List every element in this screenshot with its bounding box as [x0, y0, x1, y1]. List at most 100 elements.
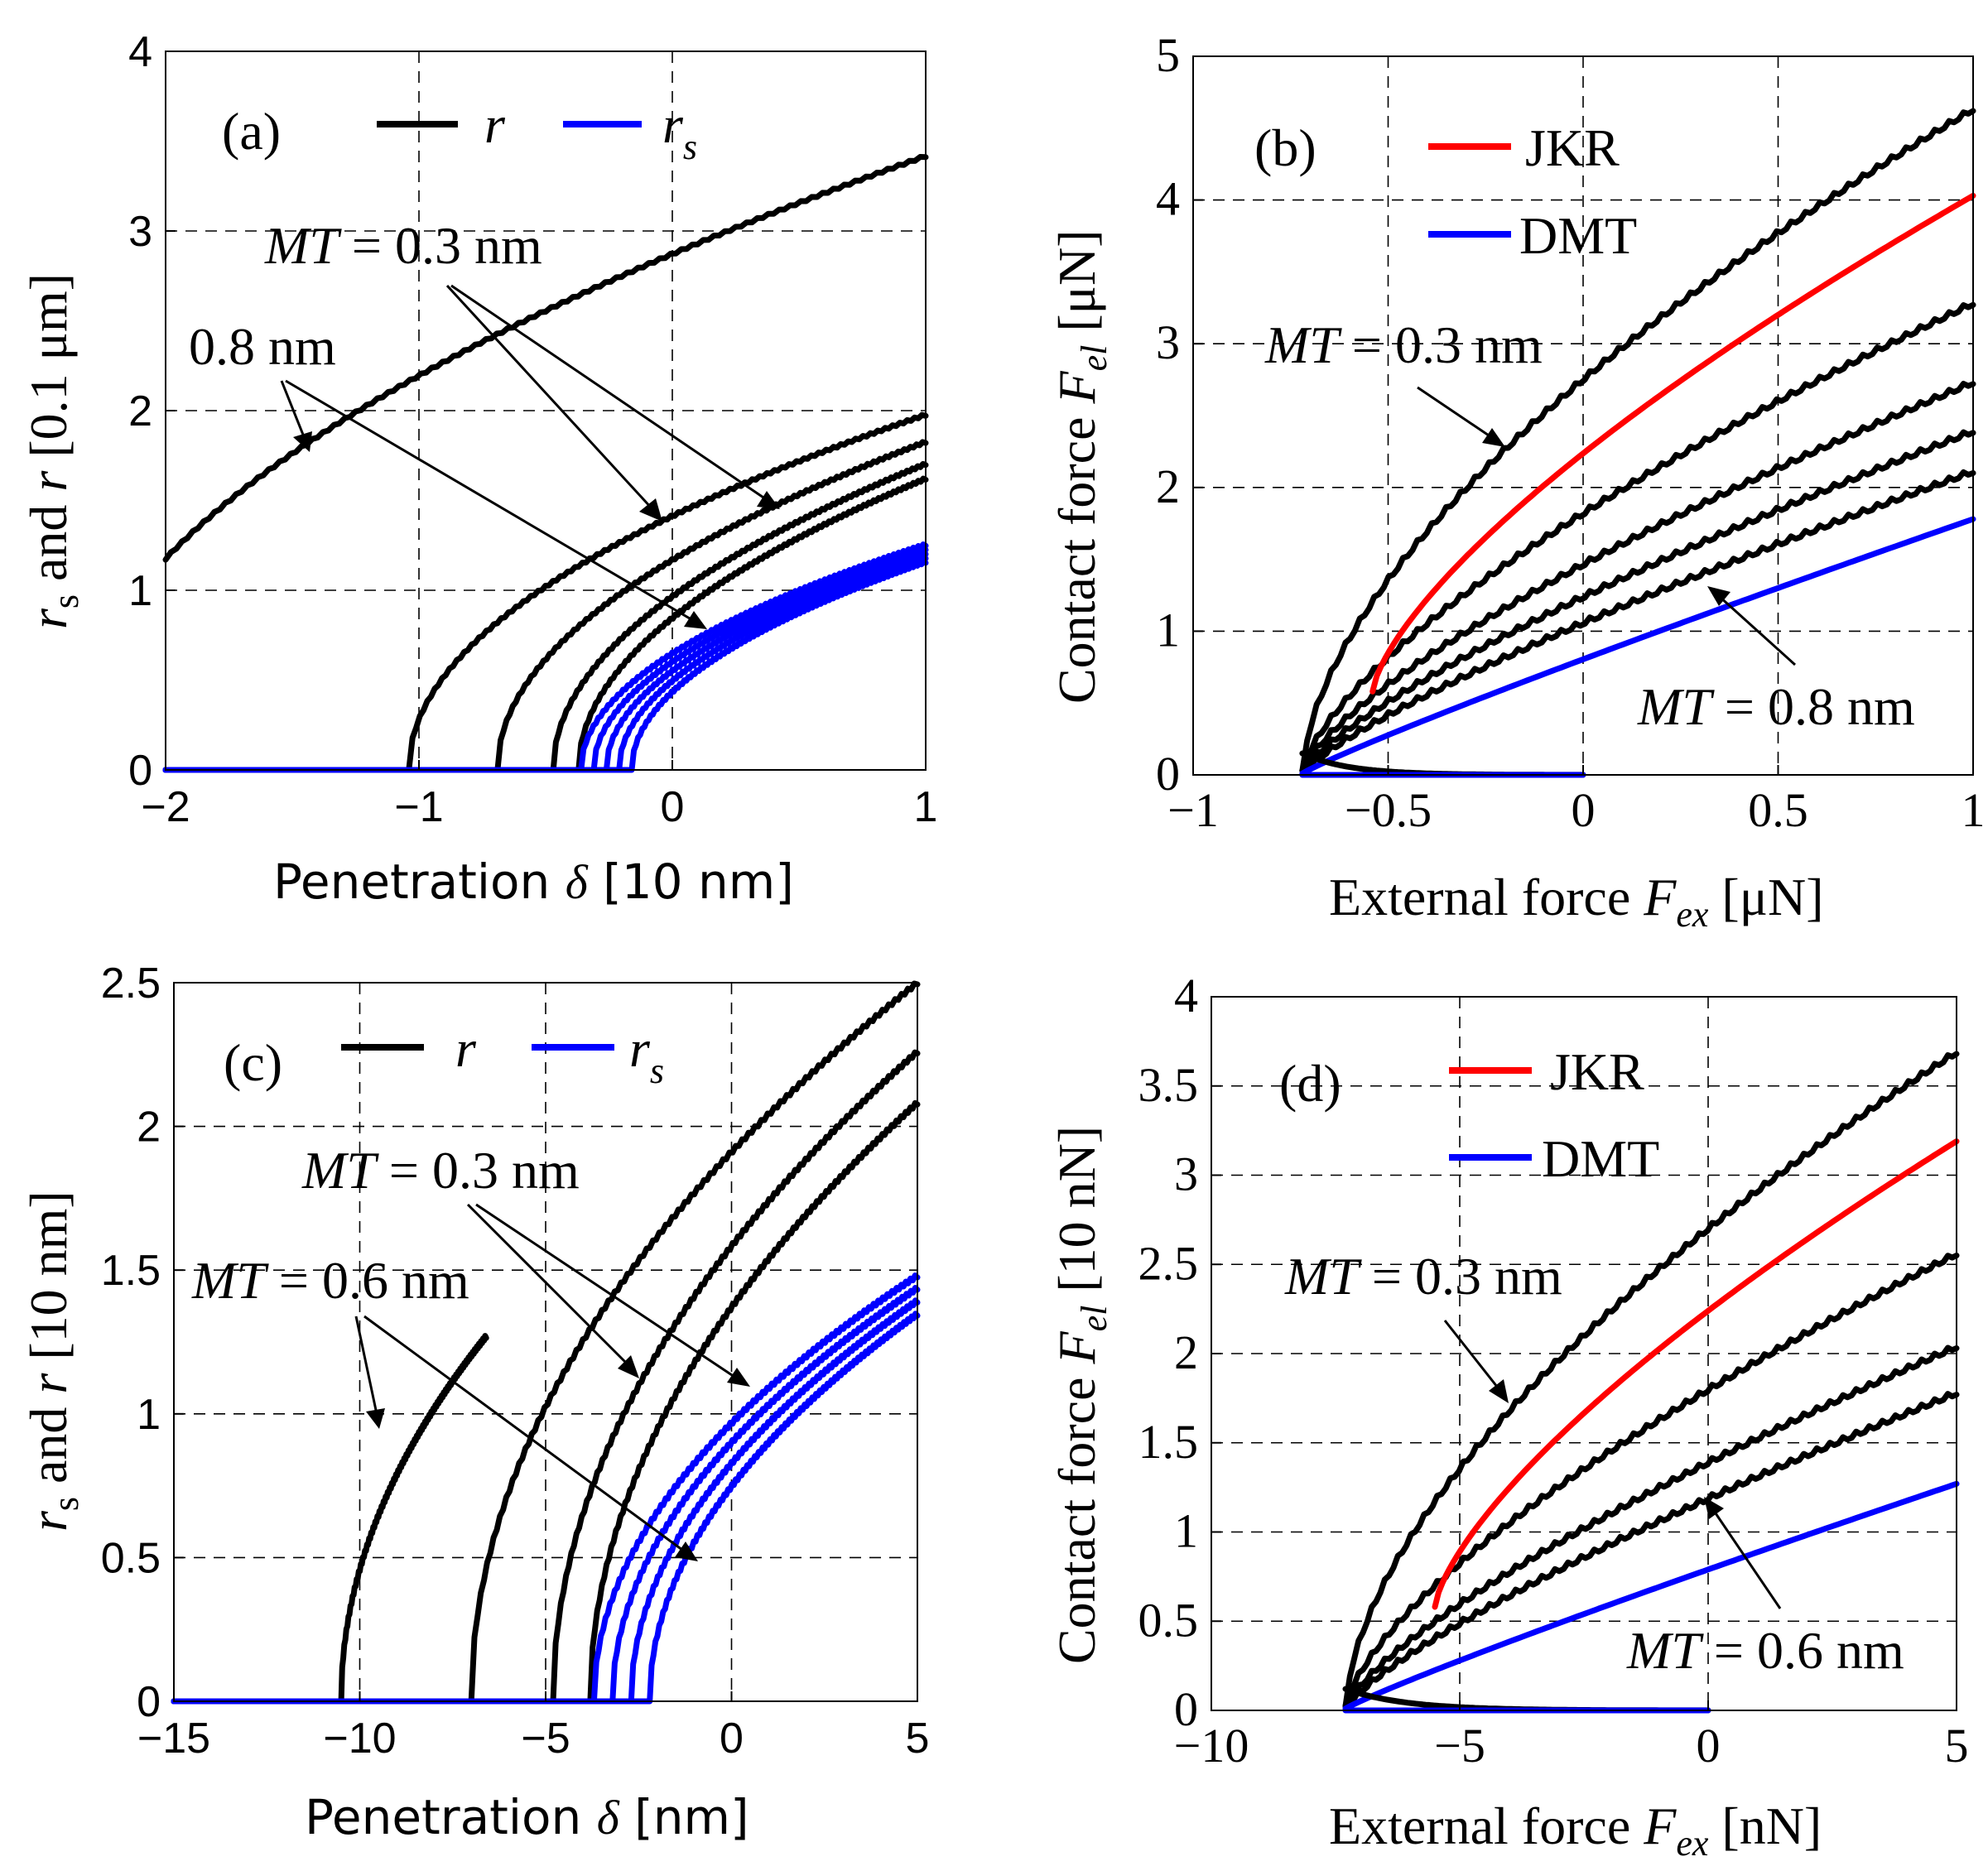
y-tick-label: 5 [1156, 28, 1180, 82]
series-line-b-3 [1299, 429, 1976, 774]
y-tick-label: 4 [1174, 969, 1198, 1022]
x-tick-label: −10 [1174, 1719, 1249, 1772]
series-line-d-2 [1342, 1344, 1960, 1710]
series-line-c-7 [171, 1311, 921, 1705]
panel-b-label: (b) [1254, 118, 1317, 177]
panel-d-legend-dmt: DMT [1542, 1129, 1659, 1188]
panel-a-arrows [280, 284, 780, 629]
series-line-d-4 [1432, 1138, 1960, 1610]
panel-c-annotation-mt03: MT = 0.3 nm [301, 1141, 580, 1200]
series-line-b-4 [1299, 469, 1976, 774]
panel-d-annotation-mt06: MT = 0.6 nm [1626, 1621, 1904, 1680]
series-line-d-0 [1342, 1051, 1960, 1710]
series-line-c-4 [171, 1272, 921, 1705]
series-line-a-7 [162, 550, 929, 773]
y-tick-label: 3.5 [1138, 1058, 1199, 1112]
panel-c-arrows [354, 1203, 750, 1561]
series-line-a-5 [162, 541, 929, 773]
panel-d-legend-jkr: JKR [1550, 1042, 1644, 1101]
x-tick-label: 0.5 [1748, 783, 1808, 837]
panel-c-xlabel: Penetration δ [nm] [305, 1789, 749, 1845]
panel-a-curves [162, 154, 929, 773]
y-tick-label: 4 [128, 28, 152, 76]
panel-d-annotation-mt03: MT = 0.3 nm [1284, 1247, 1562, 1306]
series-line-b-1 [1299, 301, 1976, 774]
panel-c-label: (c) [224, 1033, 282, 1092]
panel-d-grid [1211, 997, 1957, 1710]
y-tick-label: 1.5 [101, 1247, 161, 1295]
series-line-a-3 [162, 460, 929, 773]
panel-a-annotation-mt08: 0.8 nm [189, 317, 336, 376]
y-tick-label: 3 [128, 208, 152, 256]
x-tick-label: 1 [914, 783, 938, 831]
x-tick-label: 0 [1572, 783, 1596, 837]
panel-d-xlabel: External force Fex [nN] [1329, 1796, 1822, 1864]
y-tick-label: 3 [1174, 1147, 1198, 1201]
x-tick-label: −10 [323, 1715, 396, 1763]
panel-a-ylabel: rs and r [0.1 μm] [19, 273, 86, 629]
panel-c-annotation-mt06: MT = 0.6 nm [191, 1251, 469, 1310]
panel-b-curves [1299, 108, 1976, 778]
series-line-b-5 [1369, 192, 1976, 695]
panel-c-legend-r: r [455, 1019, 477, 1078]
y-tick-label: 0.5 [1138, 1593, 1199, 1647]
x-tick-label: −1 [394, 783, 443, 831]
panel-d-curves [1342, 1051, 1960, 1714]
series-line-c-0 [171, 1333, 489, 1705]
panel-a-legend-r: r [484, 95, 506, 154]
panel-a-ticks: −2 −1 0 1 0 1 2 3 4 [128, 28, 937, 831]
y-tick-label: 1.5 [1138, 1415, 1199, 1469]
panel-b-xlabel: External force Fex [μN] [1329, 868, 1824, 935]
x-tick-label: 1 [1962, 783, 1986, 837]
series-line-b-2 [1299, 381, 1976, 774]
y-tick-label: 2 [1156, 459, 1180, 513]
panel-b-ticks: −1 −0.5 0 0.5 1 0 1 2 3 4 5 [1156, 28, 1986, 837]
x-tick-label: −0.5 [1345, 783, 1432, 837]
panel-c-ticks: −15 −10 −5 0 5 0 0.5 1 1.5 2 2.5 [101, 960, 930, 1763]
panel-d-arrows [1443, 1320, 1782, 1609]
x-tick-label: 0 [661, 783, 685, 831]
series-line-d-3 [1342, 1391, 1960, 1710]
series-line-a-9 [162, 558, 929, 773]
series-line-a-0 [162, 154, 929, 563]
panel-d-label: (d) [1279, 1054, 1341, 1113]
series-line-a-6 [162, 546, 929, 773]
y-tick-label: 2.5 [1138, 1236, 1199, 1290]
series-line-a-1 [162, 411, 929, 773]
panel-c-legend-rs: rs [629, 1019, 664, 1091]
panel-c-ylabel: rs and r [10 nm] [19, 1190, 86, 1532]
series-line-d-6 [1342, 1686, 1711, 1714]
panel-b-grid [1193, 56, 1973, 775]
series-line-c-3 [171, 1099, 921, 1705]
series-line-b-6 [1299, 516, 1976, 777]
panel-a-legend-rs: rs [662, 95, 697, 167]
series-line-b-0 [1299, 108, 1976, 774]
panel-b-arrows [1417, 386, 1797, 666]
series-line-d-5 [1342, 1480, 1960, 1712]
y-tick-label: 2 [137, 1104, 161, 1152]
panel-c: −15 −10 −5 0 5 0 0.5 1 1.5 2 2.5 (c) r rs MT = 0.3… [19, 960, 929, 1845]
series-line-a-2 [162, 439, 929, 773]
panel-d: −10 −5 0 5 0 0.5 1 1.5 2 2.5 3 3.5 4 (d) JKR DMT MT … [1047, 969, 1969, 1864]
y-tick-label: 4 [1156, 172, 1180, 226]
panel-b: −1 −0.5 0 0.5 1 0 1 2 3 4 5 (b) JKR DMT MT = 0.3 n… [1047, 28, 1986, 935]
y-tick-label: 0 [137, 1678, 161, 1726]
panel-d-ticks: −10 −5 0 5 0 0.5 1 1.5 2 2.5 3 3.5 4 [1138, 969, 1969, 1772]
panel-a-xlabel: Penetration δ [10 nm] [273, 854, 794, 910]
x-tick-label: 5 [906, 1715, 930, 1763]
series-line-c-1 [171, 980, 921, 1705]
panel-b-annotation-mt08: MT = 0.8 nm [1637, 677, 1915, 736]
y-tick-label: 0 [128, 747, 152, 795]
x-tick-label: −1 [1167, 783, 1219, 837]
x-tick-label: 5 [1945, 1719, 1969, 1772]
x-tick-label: −5 [521, 1715, 570, 1763]
series-line-a-4 [162, 475, 929, 773]
x-tick-label: 0 [1697, 1719, 1721, 1772]
y-tick-label: 2 [1174, 1325, 1198, 1379]
series-line-c-6 [171, 1297, 921, 1705]
y-tick-label: 0.5 [101, 1534, 161, 1582]
panel-b-legend-dmt: DMT [1519, 206, 1637, 265]
x-tick-label: 0 [720, 1715, 744, 1763]
y-tick-label: 0 [1174, 1682, 1198, 1736]
